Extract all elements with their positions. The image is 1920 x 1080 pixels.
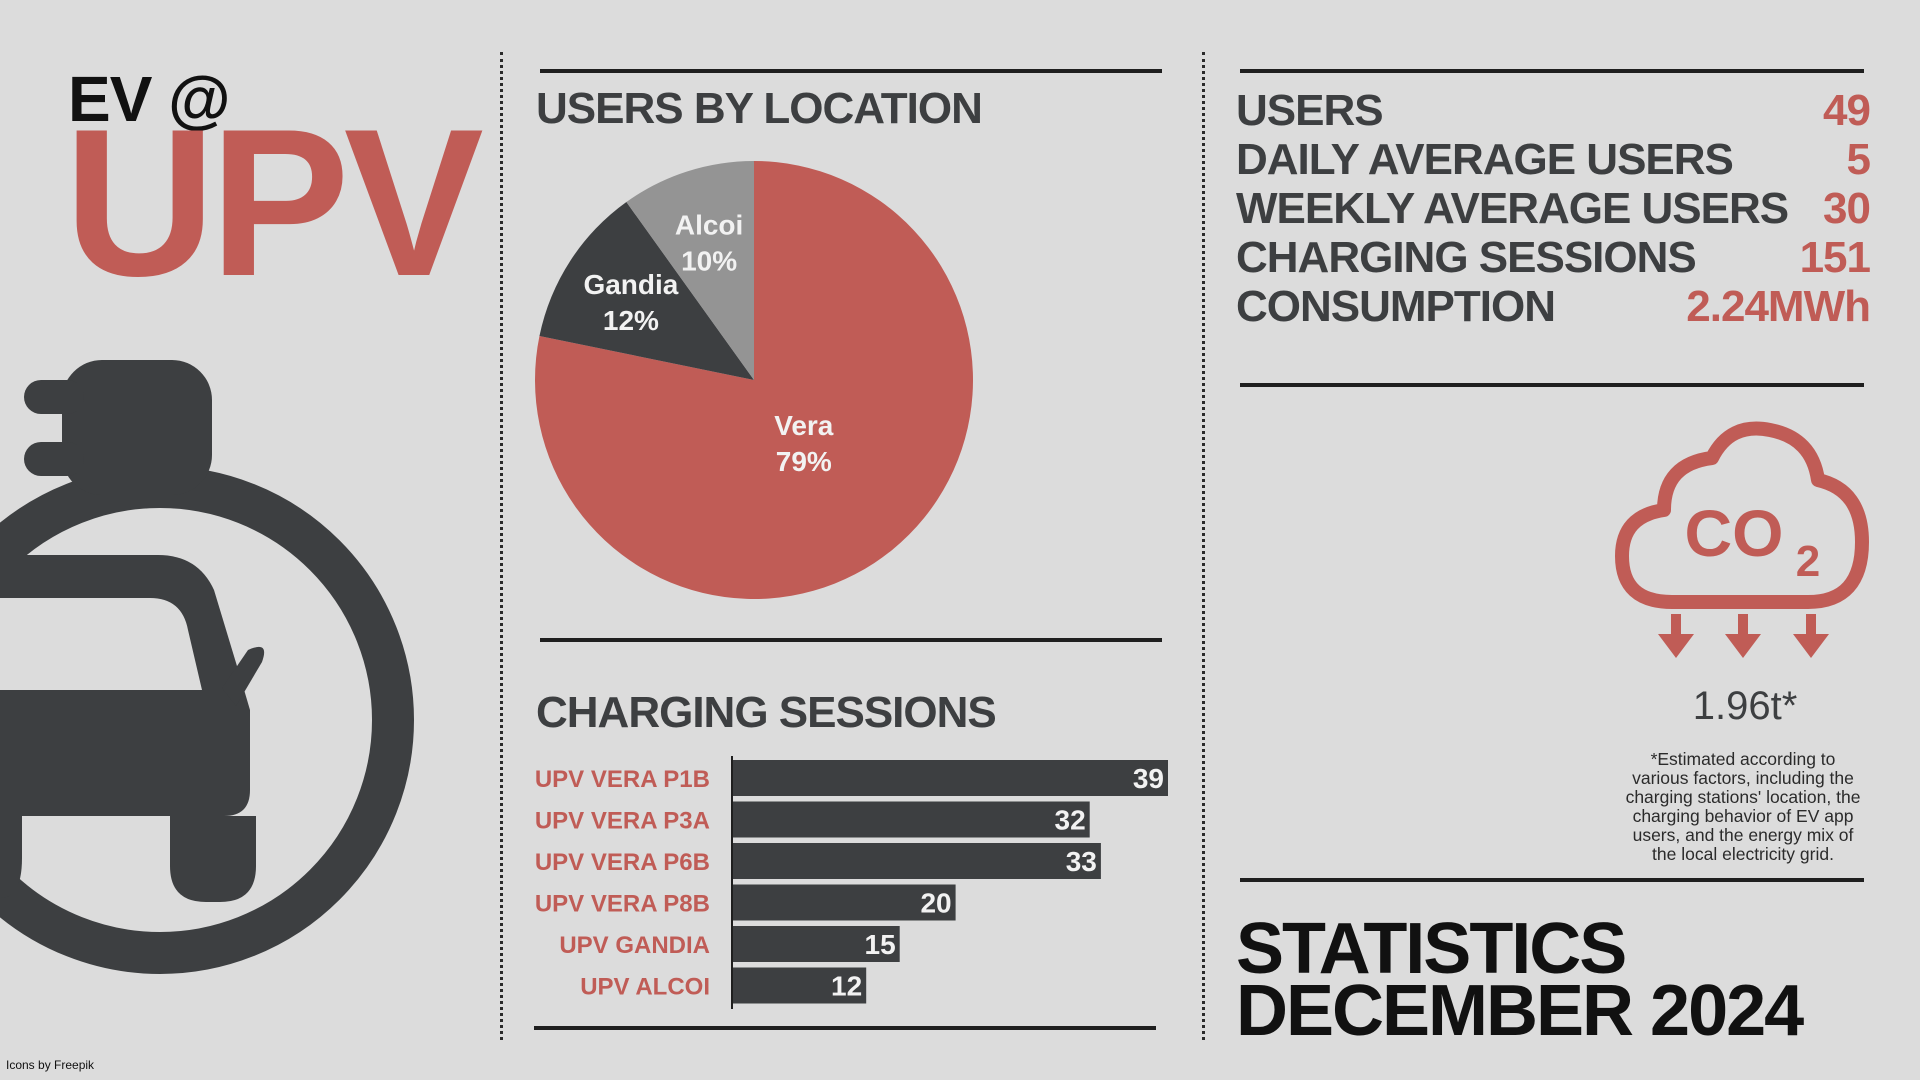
bar-category-label: UPV VERA P1B <box>535 766 710 793</box>
bar-category-label: UPV VERA P6B <box>535 849 710 876</box>
stat-value: 5 <box>1846 135 1872 184</box>
bar-value-label: 12 <box>831 971 862 1002</box>
bar <box>732 884 956 921</box>
stat-row-charging-sessions: CHARGING SESSIONS 151 <box>1236 233 1871 282</box>
stat-value: 30 <box>1823 184 1871 233</box>
bar-value-label: 39 <box>1133 763 1164 794</box>
ev-plug-car-icon <box>0 360 414 974</box>
bar <box>732 967 867 1004</box>
bar-value-label: 32 <box>1055 805 1086 836</box>
stat-label: CONSUMPTION <box>1236 282 1556 331</box>
brand-prefix: EV @ <box>68 63 231 135</box>
statistics-title-line2: DECEMBER 2024 <box>1236 971 1804 1051</box>
co2-note-line: charging behavior of EV app <box>1632 806 1854 826</box>
rule-top-middle <box>540 69 1162 73</box>
bar <box>732 760 1168 796</box>
stat-label: CHARGING SESSIONS <box>1236 233 1697 282</box>
pie-percent-label: 79% <box>776 446 832 477</box>
users-by-location-pie-chart: Vera 79% Gandia 12% Alcoi 10% <box>534 161 973 599</box>
pie-slice-alcoi <box>626 161 754 380</box>
bar-category-label: UPV VERA P3A <box>535 808 710 835</box>
statistics-title-line1: STATISTICS <box>1236 909 1627 989</box>
bar <box>732 926 900 962</box>
bar-chart-title: CHARGING SESSIONS <box>536 688 997 737</box>
stat-row-consumption: CONSUMPTION 2.24MWh <box>1236 282 1871 331</box>
rule-bottom-middle <box>534 1026 1156 1030</box>
co2-cloud-icon: CO 2 <box>1615 421 1869 658</box>
statistics-period-title: STATISTICS DECEMBER 2024 <box>1236 909 1804 1051</box>
stat-value: 49 <box>1823 86 1871 135</box>
bar-value-label: 20 <box>920 888 951 919</box>
stat-value: 2.24MWh <box>1686 282 1871 331</box>
co2-note-line: various factors, including the <box>1632 768 1854 788</box>
column-divider-right <box>1202 52 1205 1040</box>
co2-note-line: the local electricity grid. <box>1652 844 1834 864</box>
bar-category-label: UPV GANDIA <box>559 932 710 959</box>
stat-value: 151 <box>1799 233 1871 282</box>
bar-value-label: 15 <box>865 929 896 960</box>
stat-row-users: USERS 49 <box>1236 86 1871 135</box>
rule-right-stats <box>1240 383 1864 387</box>
pie-slice-vera <box>534 161 973 599</box>
rule-top-right <box>1240 69 1864 73</box>
co2-icon-subscript: 2 <box>1796 537 1820 586</box>
stat-label: DAILY AVERAGE USERS <box>1236 135 1734 184</box>
rule-right-co2 <box>1240 878 1864 882</box>
pie-percent-label: 12% <box>603 305 659 336</box>
pie-label: Vera <box>774 410 834 441</box>
stat-row-weekly-average-users: WEEKLY AVERAGE USERS 30 <box>1236 184 1871 233</box>
rule-middle <box>540 638 1162 642</box>
charging-sessions-bar-chart: UPV VERA P1B 39 UPV VERA P3A 32 UPV VERA P6B… <box>535 756 1168 1009</box>
column-divider-left <box>500 52 503 1040</box>
pie-label: Gandia <box>583 269 678 300</box>
co2-footnote: *Estimated according to various factors,… <box>1612 750 1874 864</box>
bar <box>732 843 1101 879</box>
pie-slice-gandia <box>539 202 754 380</box>
bar <box>732 801 1090 838</box>
stat-label: WEEKLY AVERAGE USERS <box>1236 184 1789 233</box>
bar-category-label: UPV ALCOI <box>580 974 710 1001</box>
icon-credit: Icons by Freepik <box>6 1058 95 1072</box>
stat-label: USERS <box>1236 86 1384 135</box>
co2-icon-text: CO <box>1685 496 1784 570</box>
pie-label: Alcoi <box>675 209 743 240</box>
stat-row-daily-average-users: DAILY AVERAGE USERS 5 <box>1236 135 1872 184</box>
co2-note-line: charging stations' location, the <box>1625 787 1861 807</box>
pie-chart-title: USERS BY LOCATION <box>536 84 983 133</box>
bar-value-label: 33 <box>1066 846 1097 877</box>
co2-value: 1.96t* <box>1692 684 1798 728</box>
pie-percent-label: 10% <box>681 245 737 276</box>
bar-category-label: UPV VERA P8B <box>535 891 710 918</box>
co2-note-line: users, and the energy mix of <box>1632 825 1854 845</box>
co2-note-line: *Estimated according to <box>1650 749 1836 769</box>
brand-name: UPV <box>64 85 484 320</box>
